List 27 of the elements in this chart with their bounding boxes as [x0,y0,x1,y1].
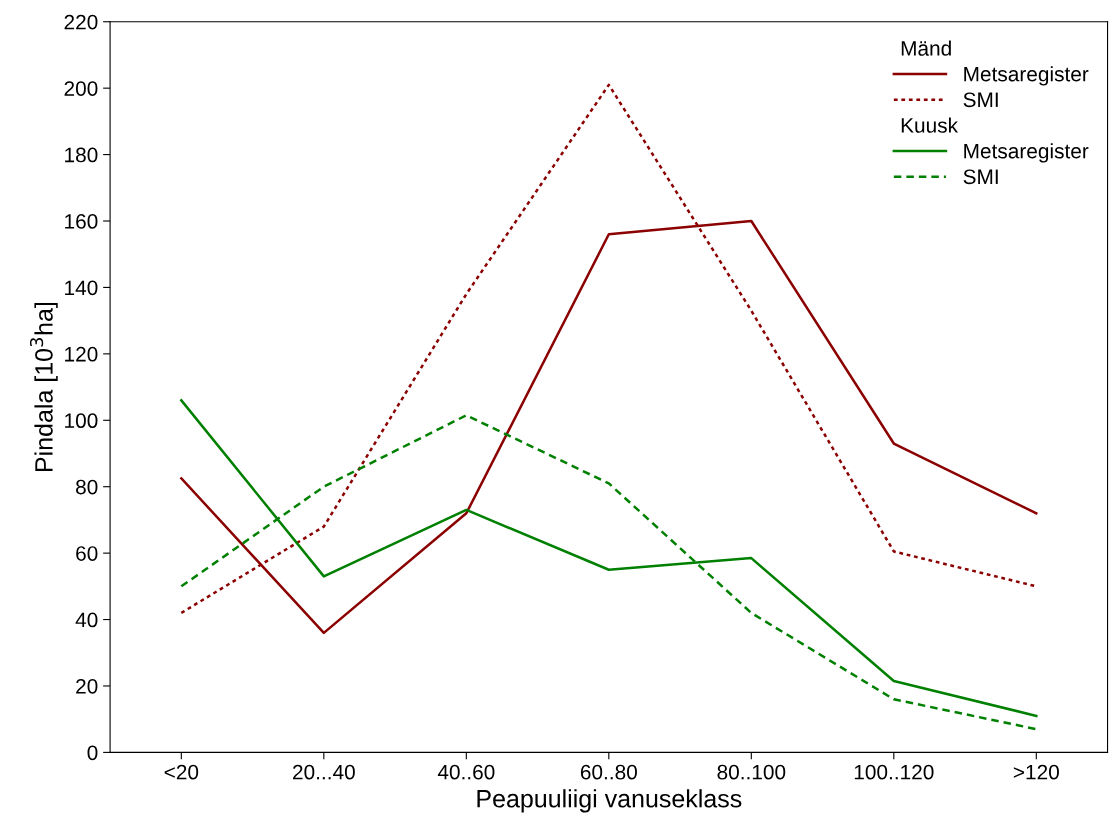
x-tick-label: 100..120 [854,764,934,780]
y-tick-label: 40 [75,612,98,628]
y-tick-label: 160 [65,214,98,229]
y-tick-label: 140 [65,280,98,296]
text: Kuusk [901,117,959,133]
x-tick-label: 60..80 [580,764,637,780]
x-tick-label: 80..100 [717,764,786,780]
legend-label: Metsaregister [964,143,1089,163]
y-tick-label: 60 [76,546,98,561]
x-tick-label: 20...40 [293,764,355,780]
y-axis-title: Pindala [10$^{3}$ha] [29,302,58,472]
y-tick-label: 180 [65,147,98,163]
text: Mänd [901,40,951,56]
y-tick-label: 100 [65,413,98,429]
y-tick-label: 80 [76,479,98,495]
legend-label: Metsaregister [964,66,1089,86]
y-tick-label: 220 [64,14,98,30]
x-axis-title: Peapuuliigi vanuseklass [477,789,742,813]
legend-label: SMI [963,92,998,108]
y-tick-label: 20 [76,678,98,694]
x-tick-label: >120 [1013,764,1059,780]
y-tick-label: 200 [64,81,98,96]
y-tick-label: 120 [65,346,98,362]
x-tick-label: <20 [164,764,199,780]
legend-label: SMI [963,169,998,185]
x-tick-label: 40..60 [437,764,495,780]
y-tick-label: 0 [87,745,98,761]
